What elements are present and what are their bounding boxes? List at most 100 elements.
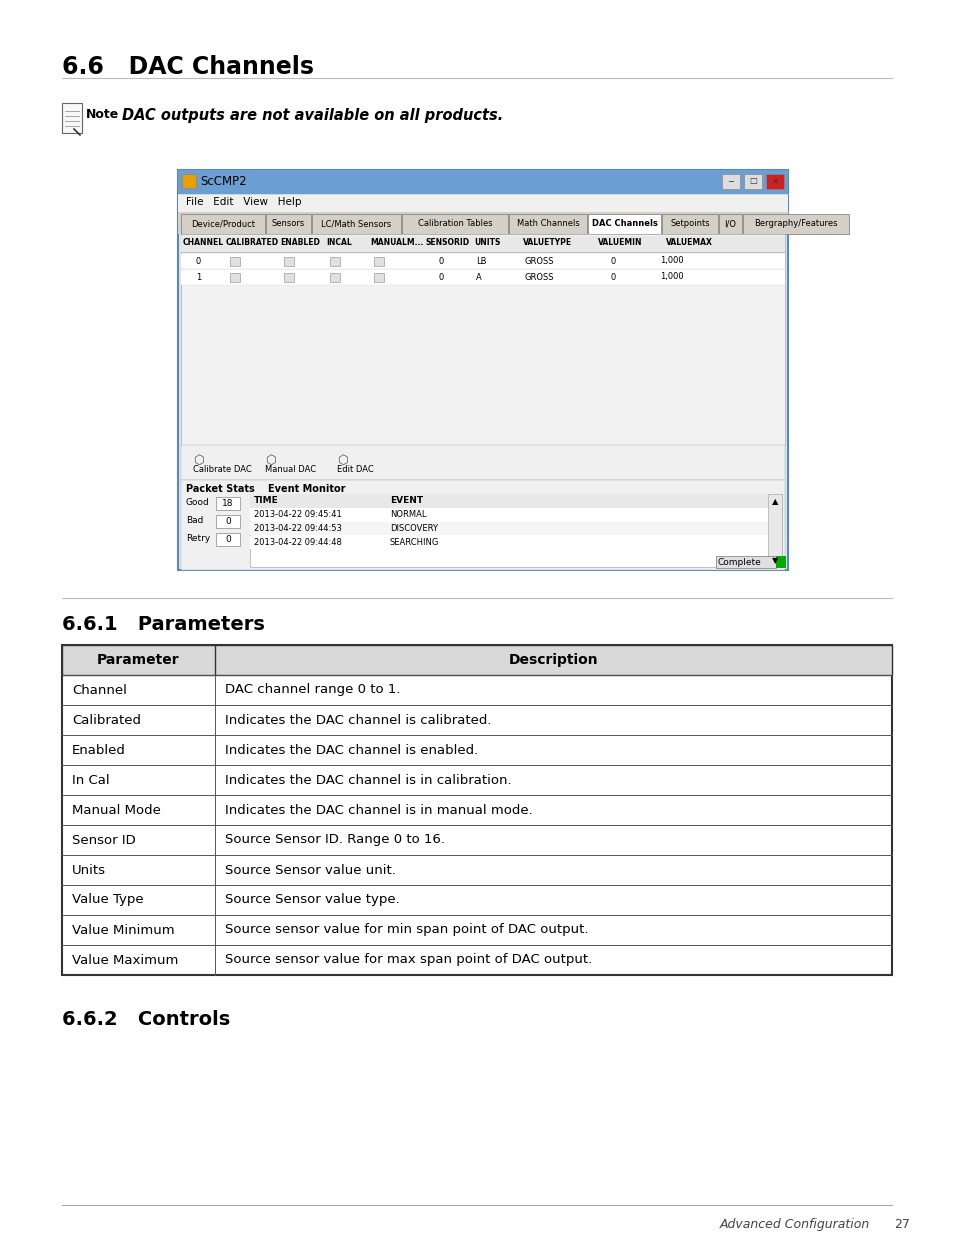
Text: DISCOVERY: DISCOVERY [390,524,437,534]
Text: Description: Description [508,653,598,667]
Text: Indicates the DAC channel is in calibration.: Indicates the DAC channel is in calibrat… [225,773,511,787]
Text: 0: 0 [225,516,231,526]
Text: 6.6.2   Controls: 6.6.2 Controls [62,1010,230,1029]
Text: Indicates the DAC channel is calibrated.: Indicates the DAC channel is calibrated. [225,714,491,726]
Bar [775,556,785,568]
Text: 1,000: 1,000 [659,273,683,282]
Bar [661,214,718,233]
Text: Units: Units [71,863,106,877]
Text: Sensor ID: Sensor ID [71,834,135,846]
Text: 27: 27 [893,1218,909,1231]
Bar [62,103,82,133]
Text: SENSORID: SENSORID [426,238,470,247]
Bar [401,214,507,233]
Text: Indicates the DAC channel is enabled.: Indicates the DAC channel is enabled. [225,743,477,757]
Text: Advanced Configuration: Advanced Configuration [719,1218,869,1231]
Text: Bad: Bad [186,516,203,525]
Bar [181,445,784,480]
Bar [509,214,586,233]
Text: Edit DAC: Edit DAC [336,466,374,474]
Text: VALUEMIN: VALUEMIN [598,238,641,247]
Text: Note: Note [86,107,119,121]
Bar [250,494,781,508]
Text: I/O: I/O [723,220,736,228]
Bar [182,174,195,188]
Text: Indicates the DAC channel is in manual mode.: Indicates the DAC channel is in manual m… [225,804,532,816]
Text: MANUALM...: MANUALM... [370,238,423,247]
Text: 2013-04-22 09:45:41: 2013-04-22 09:45:41 [253,510,341,519]
Text: VALUETYPE: VALUETYPE [522,238,572,247]
Text: ⬡: ⬡ [193,454,204,467]
Text: 2013-04-22 09:44:53: 2013-04-22 09:44:53 [253,524,341,534]
Text: 0: 0 [610,257,616,266]
Text: Channel: Channel [71,683,127,697]
Bar [178,170,787,194]
Text: 2013-04-22 09:44:48: 2013-04-22 09:44:48 [253,538,341,547]
Bar [181,270,784,285]
Bar [330,273,339,282]
Text: NORMAL: NORMAL [390,510,426,519]
Text: GROSS: GROSS [524,257,554,266]
Text: File   Edit   View   Help: File Edit View Help [186,198,301,207]
Text: TIME: TIME [253,496,278,505]
Bar [230,257,240,266]
Text: Math Channels: Math Channels [517,220,578,228]
Text: DAC Channels: DAC Channels [591,220,657,228]
Text: CHANNEL: CHANNEL [183,238,224,247]
Text: ⬡: ⬡ [337,454,348,467]
Bar [719,214,741,233]
Text: Calibration Tables: Calibration Tables [417,220,492,228]
Text: CALIBRATED: CALIBRATED [226,238,279,247]
Text: Sensors: Sensors [272,220,305,228]
Bar [767,494,781,567]
Text: 0: 0 [610,273,616,282]
Bar [330,257,339,266]
Text: EVENT: EVENT [390,496,423,505]
Text: ENABLED: ENABLED [280,238,319,247]
Text: Bergraphy/Features: Bergraphy/Features [754,220,837,228]
Bar [215,534,240,546]
Text: Source Sensor ID. Range 0 to 16.: Source Sensor ID. Range 0 to 16. [225,834,444,846]
Text: In Cal: In Cal [71,773,110,787]
Bar [284,257,294,266]
Text: A: A [476,273,481,282]
Text: 18: 18 [222,499,233,508]
Text: 6.6.1   Parameters: 6.6.1 Parameters [62,615,265,634]
Text: 1,000: 1,000 [659,257,683,266]
Bar [587,214,660,233]
Bar [181,480,784,571]
Text: Setpoints: Setpoints [670,220,709,228]
Text: Source sensor value for min span point of DAC output.: Source sensor value for min span point o… [225,924,588,936]
Text: LB: LB [476,257,486,266]
Bar [374,273,384,282]
Text: Device/Product: Device/Product [191,220,254,228]
Bar [284,273,294,282]
Text: Source Sensor value unit.: Source Sensor value unit. [225,863,395,877]
Bar [266,214,311,233]
Text: Value Maximum: Value Maximum [71,953,178,967]
Bar [181,214,265,233]
Bar [742,214,848,233]
Text: VALUEMAX: VALUEMAX [665,238,712,247]
Text: Packet Stats: Packet Stats [186,484,254,494]
Text: Value Minimum: Value Minimum [71,924,174,936]
Bar [743,174,761,189]
Text: Parameter: Parameter [97,653,179,667]
Bar [215,496,240,510]
Text: Value Type: Value Type [71,893,144,906]
Text: SEARCHING: SEARCHING [390,538,439,547]
Text: Retry: Retry [186,534,210,543]
Text: Source sensor value for max span point of DAC output.: Source sensor value for max span point o… [225,953,592,967]
Bar [181,236,784,252]
Bar [62,645,891,676]
Text: ▼: ▼ [771,557,778,566]
Bar [181,254,784,269]
Bar [62,645,891,974]
Bar [250,494,781,567]
Bar [721,174,740,189]
Text: Good: Good [186,498,210,508]
Text: DAC outputs are not available on all products.: DAC outputs are not available on all pro… [122,107,503,124]
Bar [250,536,767,550]
Text: Enabled: Enabled [71,743,126,757]
Text: DAC channel range 0 to 1.: DAC channel range 0 to 1. [225,683,400,697]
